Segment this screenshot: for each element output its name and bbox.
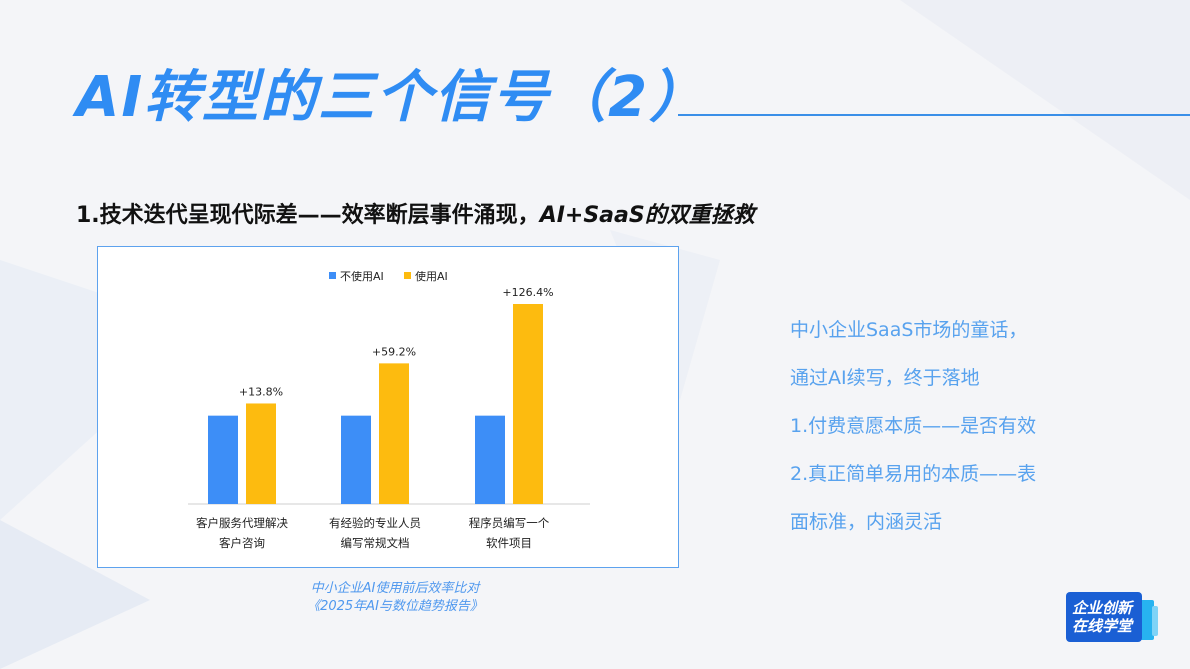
data-label: +13.8% <box>239 385 283 398</box>
side-notes: 中小企业SaaS市场的童话， 通过AI续写，终于落地 1.付费意愿本质——是否有… <box>790 306 1090 546</box>
legend-swatch-blue <box>329 272 336 279</box>
legend-no-ai: 不使用AI <box>329 268 384 284</box>
data-label: +126.4% <box>502 286 553 299</box>
legend-swatch-yellow <box>404 272 411 279</box>
category-label: 有经验的专业人员 <box>329 516 421 530</box>
section-heading: 1.技术迭代呈现代际差——效率断层事件涌现，AI+SaaS的双重拯救 <box>76 197 755 229</box>
page-title: AI转型的三个信号（2） <box>76 65 708 130</box>
data-label: +59.2% <box>372 345 416 358</box>
logo-line-2: 在线学堂 <box>1072 617 1133 635</box>
title-divider <box>678 114 1190 116</box>
category-label: 客户服务代理解决 <box>196 516 288 530</box>
legend-with-ai: 使用AI <box>404 268 448 284</box>
chart-panel: +13.8% 客户服务代理解决 客户咨询 +59.2% 有经验的专业人员 编写常规文档 +1… <box>97 246 679 568</box>
logo-accent-light <box>1152 606 1158 636</box>
bar-no-ai <box>475 415 505 504</box>
brand-logo: 企业创新 在线学堂 <box>1066 592 1142 642</box>
side-note: 2.真正简单易用的本质——表 <box>790 463 1037 485</box>
caption-line-2: 《2025年AI与数位趋势报告》 <box>307 599 483 614</box>
caption-line-1: 中小企业AI使用前后效率比对 <box>310 581 480 596</box>
bar-no-ai <box>208 415 238 504</box>
logo-line-1: 企业创新 <box>1072 599 1133 617</box>
chart-caption: 中小企业AI使用前后效率比对 《2025年AI与数位趋势报告》 <box>240 580 550 616</box>
bar-with-ai <box>379 363 409 504</box>
side-note: 1.付费意愿本质——是否有效 <box>790 415 1037 437</box>
side-note: 中小企业SaaS市场的童话， <box>790 319 1028 341</box>
category-label: 客户咨询 <box>219 536 265 550</box>
bar-no-ai <box>341 415 371 504</box>
bar-with-ai <box>246 403 276 504</box>
heading-part-2: ——效率断层事件涌现， <box>297 203 540 228</box>
side-note: 面标准，内涵灵活 <box>790 511 943 533</box>
side-note: 通过AI续写，终于落地 <box>790 367 980 389</box>
heading-part-3: AI+SaaS的双重拯救 <box>539 203 755 228</box>
logo-accent <box>1140 600 1154 640</box>
bar-with-ai <box>513 304 543 504</box>
category-label: 软件项目 <box>486 536 532 550</box>
category-label: 编写常规文档 <box>341 536 410 550</box>
legend-label-with-ai: 使用AI <box>415 270 448 283</box>
heading-part-1: 1.技术迭代呈现代际差 <box>76 203 298 228</box>
category-label: 程序员编写一个 <box>469 516 550 530</box>
legend-label-no-ai: 不使用AI <box>340 270 384 283</box>
